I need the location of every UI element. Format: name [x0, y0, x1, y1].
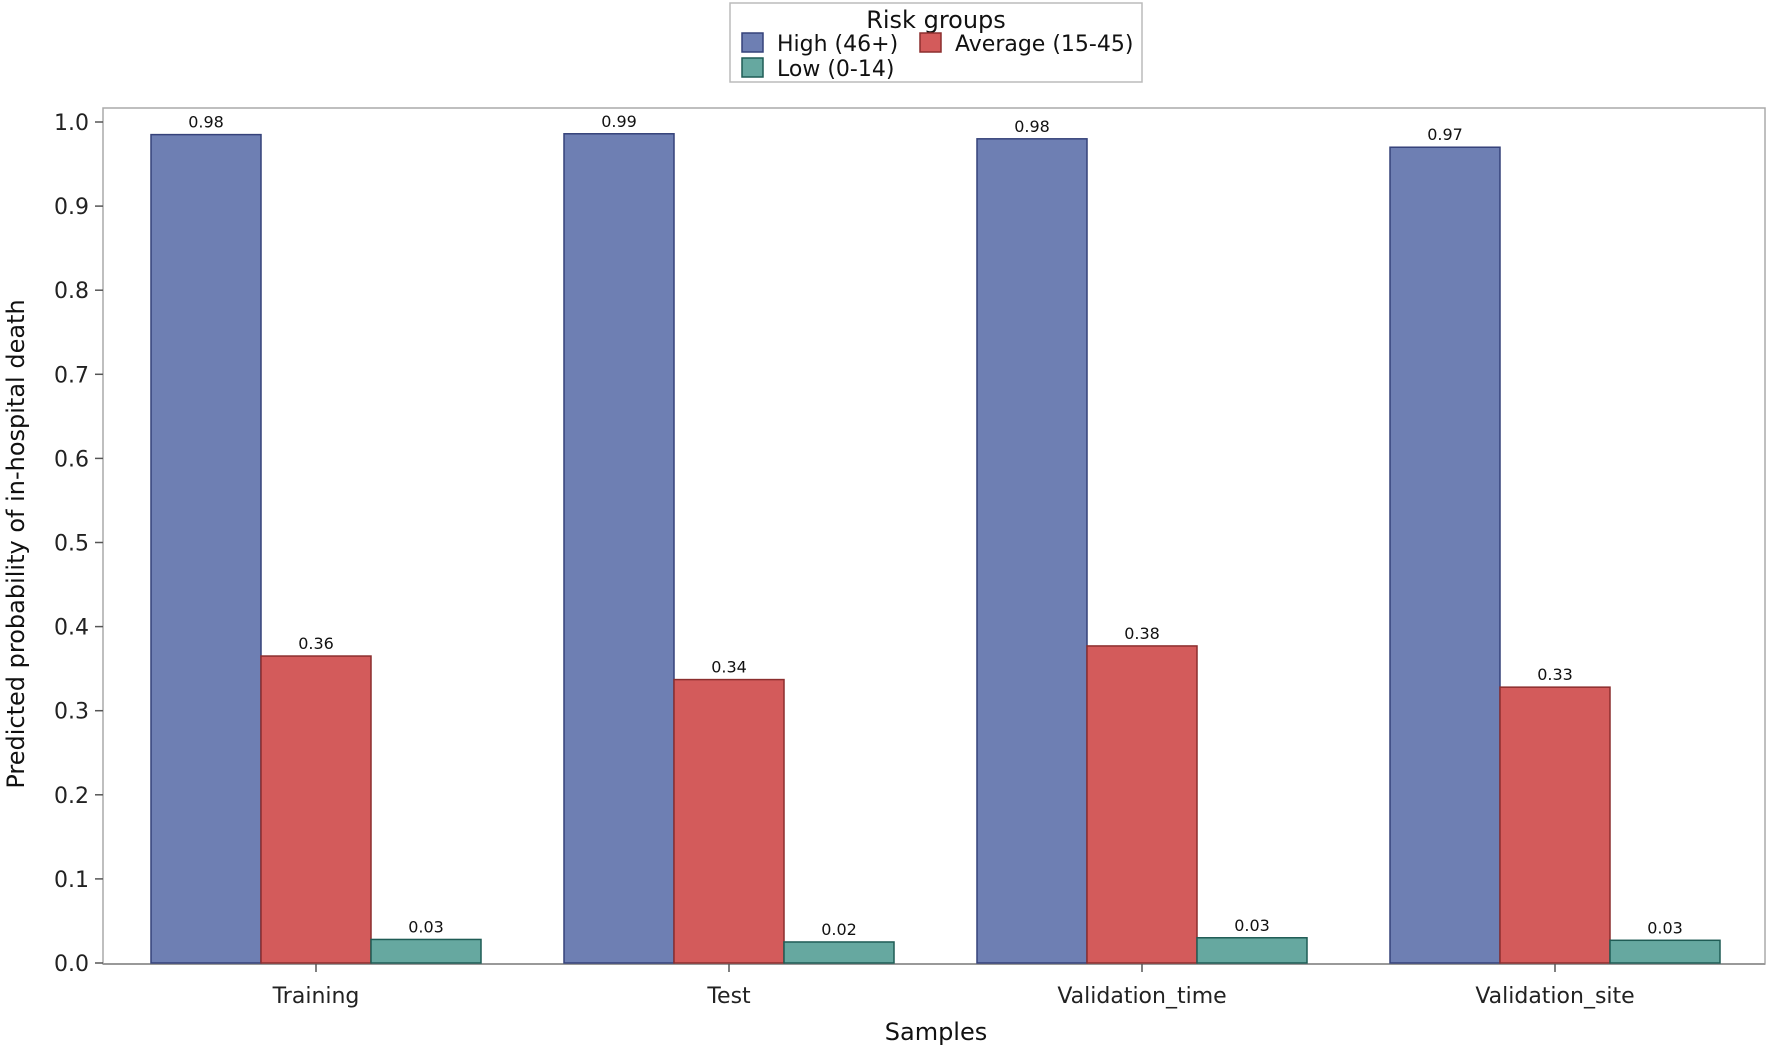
y-tick-label: 0.2 [54, 784, 89, 809]
bar [1609, 939, 1721, 964]
bar [1499, 686, 1611, 964]
y-axis: 0.0 0.1 0.2 0.3 0.4 0.5 0.6 0.7 0.8 0.9 1.0 [54, 111, 1765, 977]
legend-title: Risk groups [866, 6, 1006, 34]
data-label: 0.03 [408, 917, 444, 936]
y-axis-title: Predicted probability of in-hospital dea… [2, 299, 30, 788]
y-tick-label: 0.8 [54, 279, 89, 304]
y-tick-label: 1.0 [54, 111, 89, 136]
x-tick-label: Validation_site [1475, 984, 1634, 1009]
x-tick-label: Test [706, 984, 751, 1009]
bar [976, 138, 1088, 964]
bar [150, 133, 262, 964]
data-label: 0.33 [1537, 665, 1573, 684]
x-axis: Training Test Validation_time Validation_si… [272, 964, 1635, 1009]
y-tick-label: 0.1 [54, 868, 89, 893]
legend-entry: Average (15-45) [955, 32, 1133, 57]
data-label: 0.97 [1427, 125, 1463, 144]
bar [1196, 937, 1308, 964]
data-label: 0.03 [1647, 918, 1683, 937]
legend-swatch [741, 32, 764, 53]
legend-entry: Low (0-14) [777, 57, 894, 82]
bar [783, 941, 895, 964]
bar [260, 655, 372, 964]
legend: Risk groups High (46+) Average (15-45) Low… [729, 2, 1143, 83]
data-label: 0.02 [821, 920, 857, 939]
bar [1086, 645, 1198, 964]
y-tick-label: 0.0 [54, 952, 89, 977]
y-tick-label: 0.9 [54, 195, 89, 220]
y-tick-label: 0.4 [54, 616, 89, 641]
bar [1389, 146, 1501, 964]
data-label: 0.99 [601, 112, 637, 131]
data-label: 0.34 [711, 658, 747, 677]
data-label: 0.03 [1234, 916, 1270, 935]
data-label: 0.38 [1124, 624, 1160, 643]
y-tick-label: 0.7 [54, 363, 89, 388]
y-tick-label: 0.6 [54, 447, 89, 472]
bar [563, 133, 675, 964]
y-tick-label: 0.3 [54, 700, 89, 725]
y-tick-label: 0.5 [54, 532, 89, 557]
bar [673, 678, 785, 964]
data-label: 0.98 [188, 113, 224, 132]
x-tick-label: Validation_time [1057, 984, 1226, 1009]
x-axis-title: Samples [885, 1018, 988, 1046]
legend-swatch [919, 32, 942, 53]
data-label: 0.98 [1014, 117, 1050, 136]
bars: 0.98 0.36 0.03 0.99 0.34 0.02 0.98 0.38 0.03 0.97… [150, 112, 1721, 964]
legend-swatch [741, 57, 764, 78]
x-tick-label: Training [272, 984, 360, 1009]
legend-entry: High (46+) [777, 32, 898, 57]
data-label: 0.36 [298, 634, 334, 653]
bar [370, 938, 482, 964]
